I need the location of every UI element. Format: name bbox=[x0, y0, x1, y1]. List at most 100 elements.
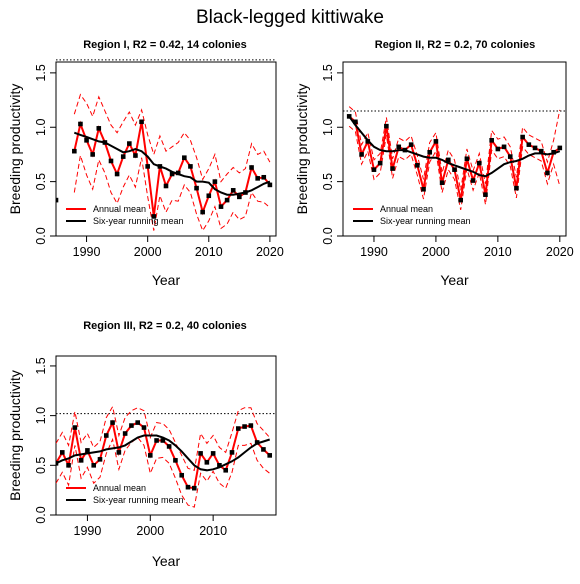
annual-mean-point bbox=[267, 453, 273, 458]
series-lower-bound-line bbox=[73, 155, 271, 232]
annual-mean-point bbox=[396, 144, 402, 150]
x-axis-label: Year bbox=[152, 553, 181, 569]
annual-mean-point bbox=[120, 154, 126, 159]
series-upper-bound-line bbox=[348, 106, 561, 191]
annual-mean-point bbox=[557, 145, 563, 151]
annual-mean-point bbox=[97, 457, 103, 462]
annual-mean-point bbox=[108, 158, 114, 164]
x-tick-label: 2010 bbox=[195, 245, 223, 259]
y-tick-label: 0.0 bbox=[34, 506, 48, 523]
annual-mean-point bbox=[545, 170, 550, 176]
series-lower-bound-line bbox=[56, 436, 271, 508]
x-axis-label: Year bbox=[152, 272, 181, 288]
legend-label-running: Six-year running mean bbox=[93, 495, 184, 505]
series-group bbox=[56, 405, 273, 508]
panel-title: Region II, R2 = 0.2, 70 colonies bbox=[375, 39, 535, 51]
annual-mean-point bbox=[114, 171, 120, 177]
annual-mean-point bbox=[359, 152, 364, 157]
series-running-mean-line bbox=[348, 115, 561, 178]
annual-mean-point bbox=[198, 451, 203, 456]
annual-mean-point bbox=[56, 197, 59, 203]
annual-mean-point bbox=[217, 463, 222, 468]
annual-mean-point bbox=[501, 144, 507, 150]
annual-mean-point bbox=[223, 467, 229, 473]
annual-mean-point bbox=[230, 188, 236, 193]
annual-mean-point bbox=[141, 425, 147, 430]
annual-mean-point bbox=[254, 440, 260, 445]
annual-mean-point bbox=[439, 180, 445, 186]
legend-label-annual: Annual mean bbox=[93, 483, 146, 493]
annual-mean-point bbox=[237, 194, 242, 200]
annual-mean-point bbox=[210, 451, 216, 456]
series-group bbox=[346, 106, 563, 210]
annual-mean-point bbox=[173, 458, 178, 463]
annual-mean-point bbox=[179, 472, 185, 478]
annual-mean-point bbox=[402, 147, 408, 153]
series-annual-mean-line bbox=[348, 115, 561, 201]
annual-mean-point bbox=[147, 453, 153, 458]
x-tick-label: 2000 bbox=[136, 524, 164, 538]
annual-mean-point bbox=[551, 149, 556, 155]
series-upper-bound-line bbox=[56, 405, 271, 471]
annual-mean-point bbox=[507, 154, 513, 159]
annual-mean-point bbox=[72, 425, 78, 430]
annual-mean-point bbox=[66, 463, 71, 468]
annual-mean-point bbox=[160, 438, 166, 443]
x-axis-label: Year bbox=[440, 272, 469, 288]
y-tick-label: 1.5 bbox=[321, 64, 335, 81]
legend-label-annual: Annual mean bbox=[93, 204, 146, 214]
annual-mean-point bbox=[229, 450, 235, 455]
annual-mean-point bbox=[182, 155, 187, 160]
y-tick-label: 0.5 bbox=[34, 457, 48, 474]
series-lower-bound-line bbox=[348, 125, 561, 210]
annual-mean-point bbox=[433, 139, 439, 144]
x-tick-label: 2000 bbox=[422, 245, 450, 259]
annual-mean-point bbox=[248, 423, 254, 428]
annual-mean-point bbox=[122, 431, 128, 436]
series-annual-mean-line bbox=[56, 419, 271, 490]
series-group bbox=[56, 93, 273, 232]
annual-mean-point bbox=[520, 134, 525, 140]
x-tick-label: 2020 bbox=[546, 245, 574, 259]
annual-mean-point bbox=[84, 138, 89, 143]
annual-mean-point bbox=[102, 140, 108, 145]
annual-mean-point bbox=[464, 156, 470, 162]
chart-panel-3: Region III, R2 = 0.2, 40 colonies 1990 200… bbox=[7, 320, 277, 569]
annual-mean-point bbox=[135, 420, 141, 425]
annual-mean-point bbox=[206, 193, 212, 199]
annual-mean-point bbox=[353, 119, 358, 125]
annual-mean-point bbox=[204, 460, 210, 465]
series-running-mean-line bbox=[56, 434, 271, 472]
annual-mean-point bbox=[243, 190, 248, 195]
annual-mean-point bbox=[371, 167, 377, 172]
y-tick-label: 0.5 bbox=[34, 173, 48, 190]
series-upper-bound-line bbox=[73, 93, 271, 183]
y-tick-label: 1.0 bbox=[321, 119, 335, 136]
annual-mean-point bbox=[514, 185, 519, 191]
annual-mean-point bbox=[154, 438, 159, 443]
annual-mean-point bbox=[218, 204, 224, 209]
annual-mean-point bbox=[72, 148, 77, 154]
annual-mean-point bbox=[78, 458, 84, 463]
annual-mean-point bbox=[163, 183, 169, 189]
y-axis-label: Breeding productivity bbox=[7, 370, 23, 501]
annual-mean-point bbox=[139, 119, 144, 125]
annual-mean-point bbox=[151, 214, 157, 219]
y-tick-label: 1.0 bbox=[34, 407, 48, 424]
x-tick-label: 1990 bbox=[74, 524, 102, 538]
plot-frame bbox=[342, 61, 567, 237]
x-tick-label: 2000 bbox=[134, 245, 162, 259]
plot-frame bbox=[55, 355, 277, 516]
annual-mean-point bbox=[133, 153, 138, 158]
annual-mean-point bbox=[483, 192, 488, 197]
annual-mean-point bbox=[261, 447, 266, 452]
annual-mean-point bbox=[145, 164, 150, 169]
annual-mean-point bbox=[127, 141, 132, 146]
x-tick-label: 2010 bbox=[199, 524, 227, 538]
y-tick-label: 1.5 bbox=[34, 357, 48, 374]
x-tick-label: 1990 bbox=[73, 245, 101, 259]
annual-mean-point bbox=[267, 182, 273, 188]
annual-mean-point bbox=[242, 424, 247, 429]
x-tick-label: 2020 bbox=[256, 245, 284, 259]
